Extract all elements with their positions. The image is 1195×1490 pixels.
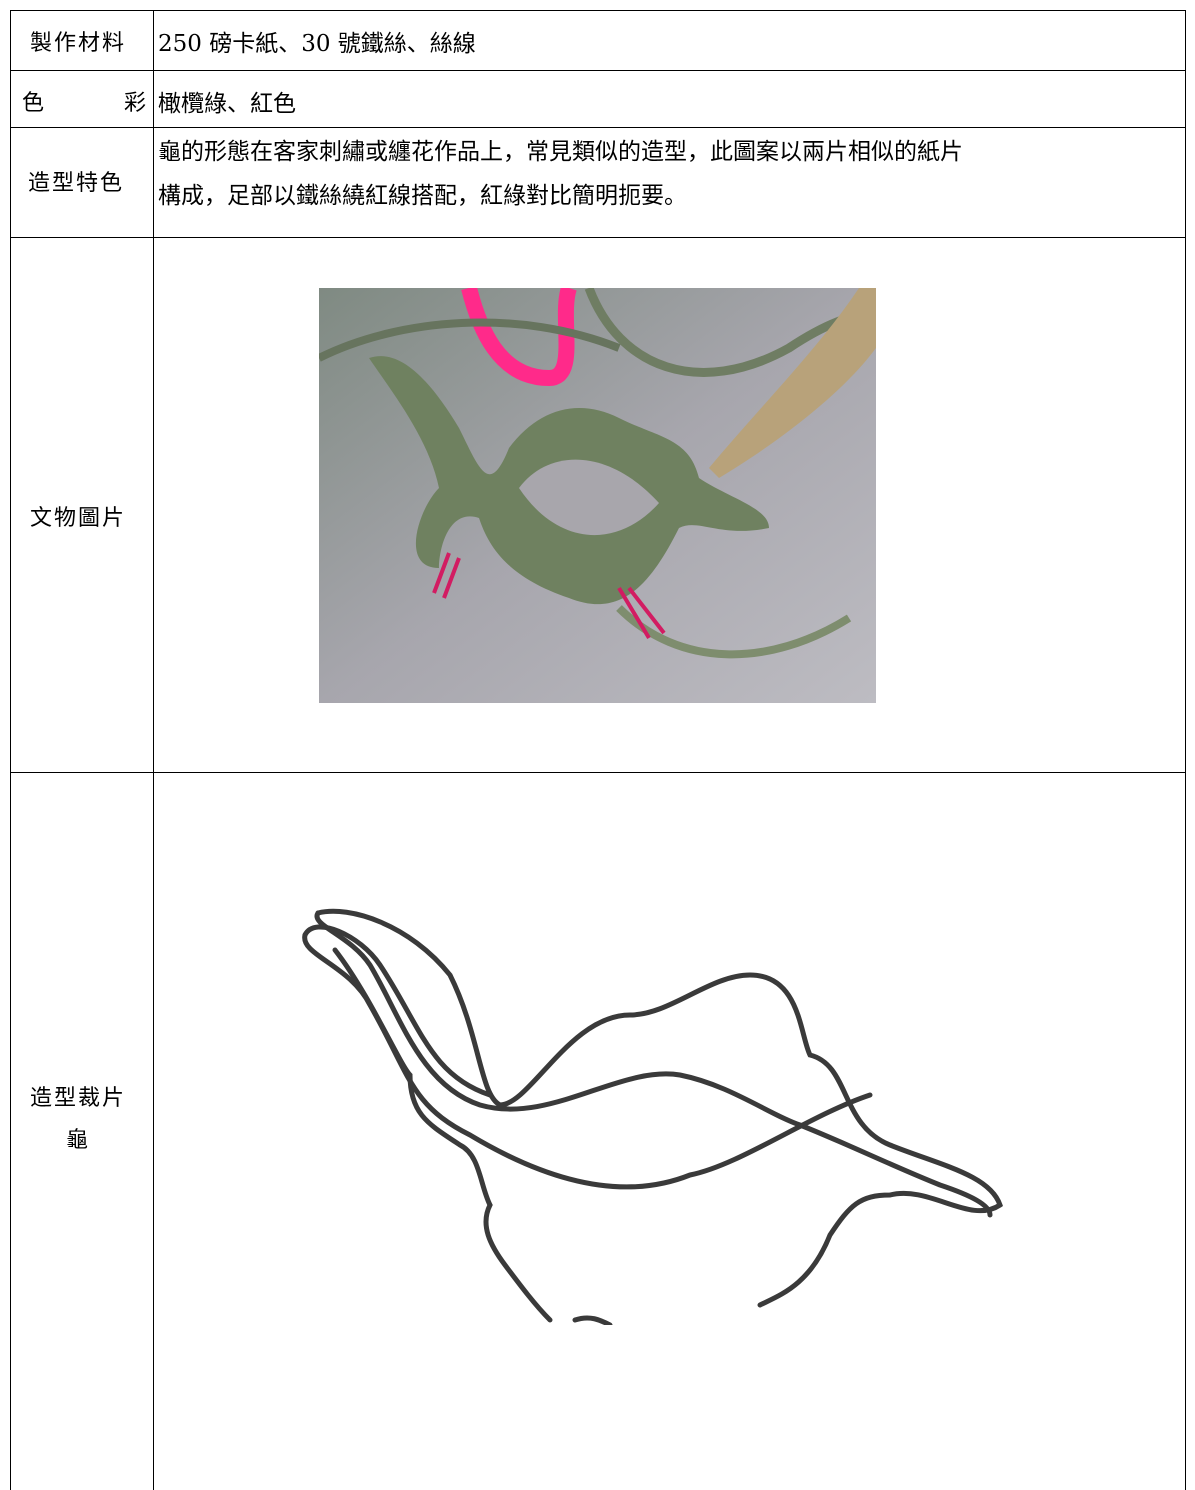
border (10, 237, 1186, 238)
cell-text: 250 磅卡紙、30 號鐵絲、絲線 (158, 31, 476, 57)
border (153, 10, 154, 1490)
cell-text: 龜的形態在客家刺繡或纏花作品上，常見類似的造型，此圖案以兩片相似的紙片 構成，足… (158, 130, 963, 218)
row-label: 色彩 (22, 91, 146, 116)
label-line: 龜 (65, 1128, 90, 1153)
text-line: 龜的形態在客家刺繡或纏花作品上，常見類似的造型，此圖案以兩片相似的紙片 (158, 139, 963, 165)
border (10, 10, 1186, 11)
cell-text: 橄欖綠、紅色 (158, 91, 296, 117)
row-label: 造型特色 (27, 171, 124, 196)
border (1185, 10, 1186, 1490)
border (10, 127, 1186, 128)
row-label: 製作材料 (29, 31, 126, 56)
border (10, 772, 1186, 773)
border (10, 70, 1186, 71)
pattern-outline (302, 908, 1003, 1325)
row-label: 文物圖片 (29, 506, 126, 531)
label-line: 造型裁片 (29, 1086, 126, 1111)
border (10, 10, 11, 1490)
text-line: 構成，足部以鐵絲繞紅線搭配，紅綠對比簡明扼要。 (158, 183, 687, 209)
row-label: 造型裁片 龜 (18, 1080, 138, 1154)
photo (319, 288, 876, 703)
